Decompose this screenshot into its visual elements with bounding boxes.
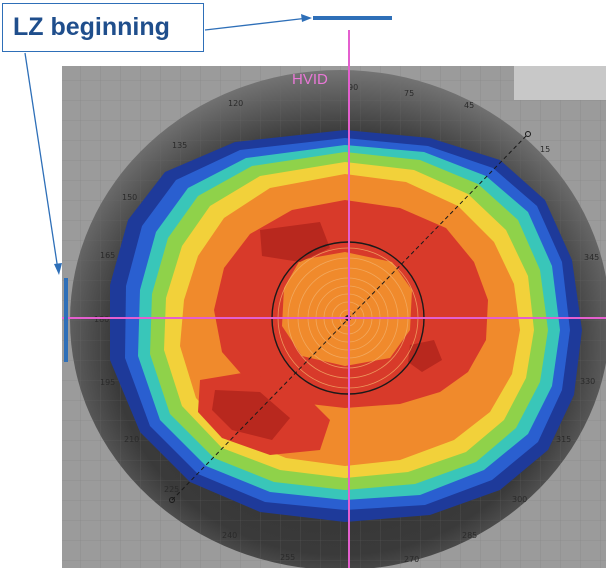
degree-label: 180 [94, 315, 109, 324]
degree-label: 90 [348, 83, 358, 92]
meridian-end-bottom [169, 497, 175, 503]
degree-label: 315 [556, 435, 571, 444]
degree-label: 75 [404, 89, 414, 98]
degree-label: 165 [100, 251, 115, 260]
degree-label: 195 [100, 378, 115, 387]
zone-darkred-spot-3 [212, 390, 290, 440]
degree-label: 345 [584, 253, 599, 262]
degree-label: 225 [164, 485, 179, 494]
arrow-to-left-marker [24, 52, 62, 275]
zone-darkred-spot-2 [408, 340, 442, 372]
degree-labels: 75 90 120 135 150 165 180 195 210 225 24… [94, 83, 599, 564]
degree-label: 15 [540, 145, 550, 154]
degree-label: 210 [124, 435, 139, 444]
degree-label: 285 [462, 531, 477, 540]
label-box [514, 66, 606, 100]
degree-label: 150 [122, 193, 137, 202]
lz-beginning-label: LZ beginning [13, 13, 170, 41]
zone-orange-inner [282, 252, 412, 366]
degree-label: 120 [228, 99, 243, 108]
meridian-end-top [525, 131, 531, 137]
degree-label: 255 [280, 553, 295, 562]
arrow-to-top-marker [204, 14, 312, 31]
hvid-label: HVID [292, 71, 328, 88]
zone-darkred-spot [260, 222, 330, 262]
degree-label: 45 [464, 101, 474, 110]
lz-beginning-callout: LZ beginning [2, 3, 204, 52]
degree-label: 330 [580, 377, 595, 386]
degree-label: 270 [404, 555, 419, 564]
degree-label: 135 [172, 141, 187, 150]
degree-label: 240 [222, 531, 237, 540]
degree-label: 300 [512, 495, 527, 504]
